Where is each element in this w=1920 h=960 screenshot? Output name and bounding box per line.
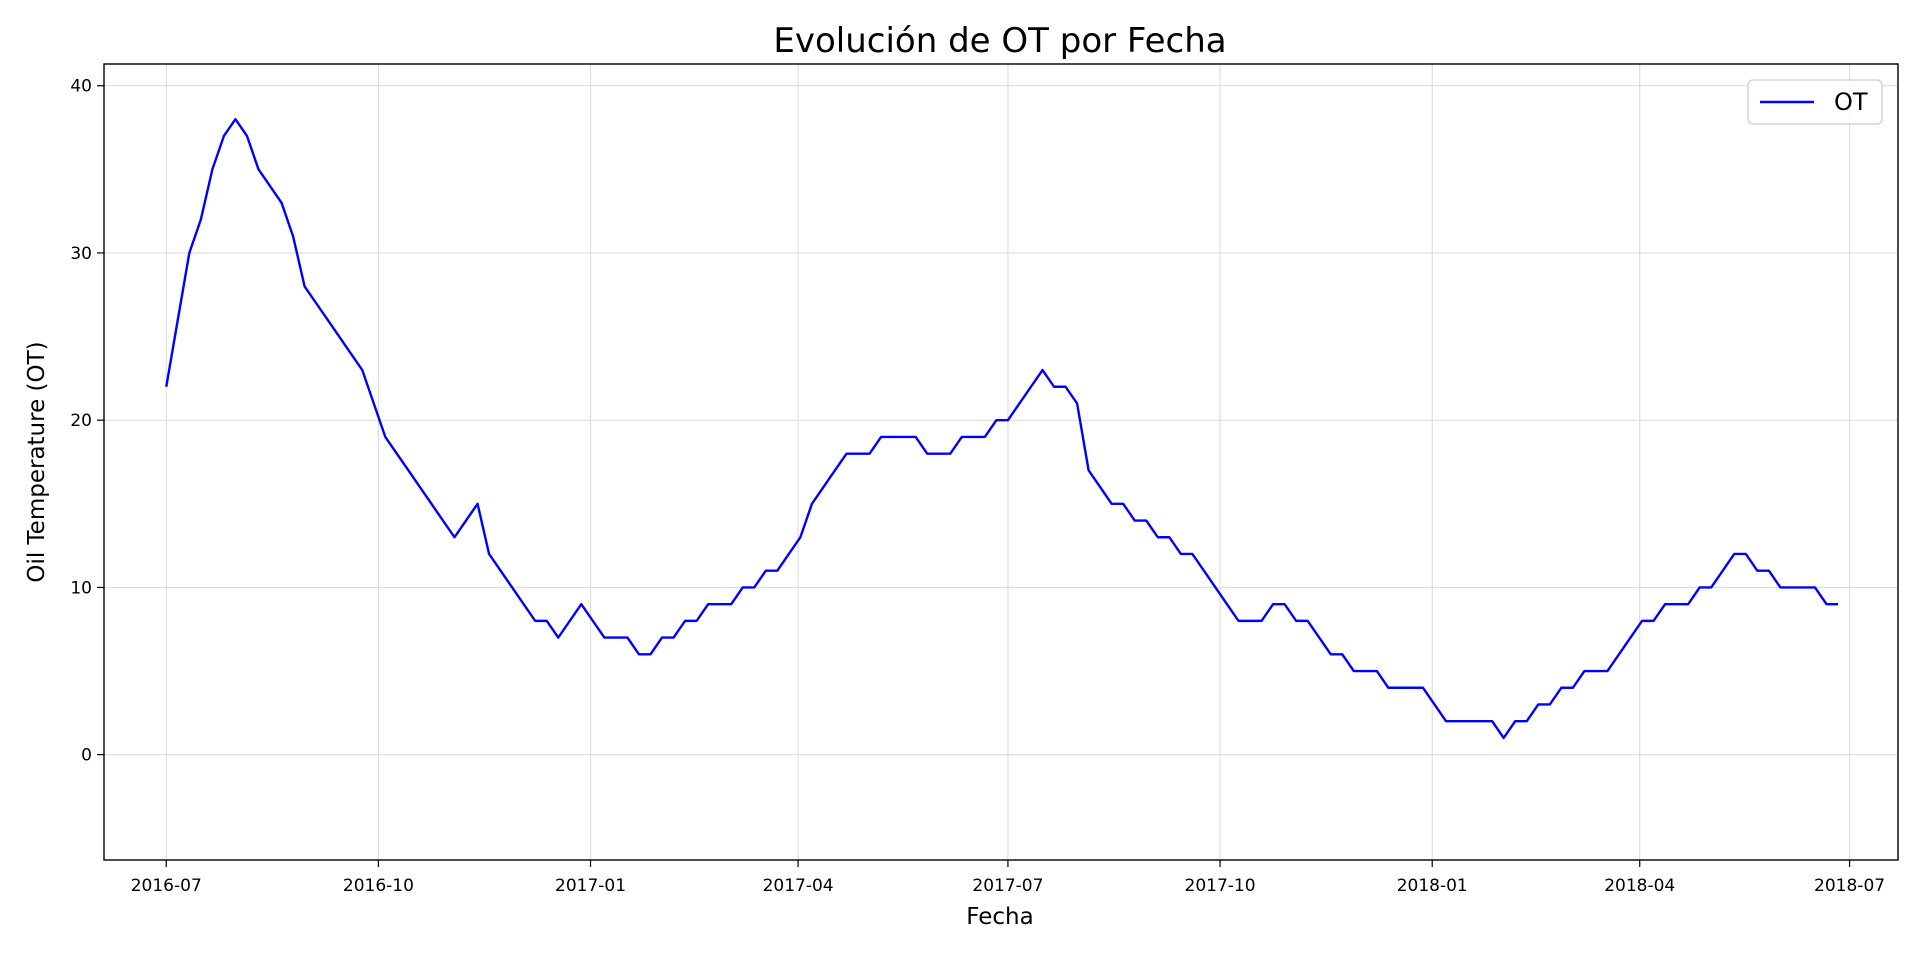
legend-box — [1747, 79, 1883, 125]
x-tick-label: 2017-04 — [763, 876, 834, 896]
x-tick-label: 2016-10 — [343, 876, 414, 896]
y-tick-label: 10 — [70, 578, 92, 598]
plot-frame — [103, 63, 1899, 861]
y-axis: 0 10 20 30 40 — [70, 77, 104, 766]
x-axis: 2016-07 2016-10 2017-01 2017-04 2017-07 2017-… — [131, 860, 1885, 896]
x-tick-label: 2017-01 — [555, 876, 626, 896]
x-tick-label: 2018-04 — [1604, 876, 1675, 896]
legend-label-ot: OT — [1834, 88, 1868, 116]
legend: OT — [1747, 79, 1883, 125]
y-tick-label: 0 — [81, 746, 92, 766]
y-tick-label: 40 — [70, 77, 92, 97]
y-axis-title: Oil Temperature (OT) — [24, 341, 50, 582]
grid — [104, 64, 1898, 860]
y-tick-label: 20 — [70, 411, 92, 431]
x-tick-label: 2018-07 — [1814, 876, 1885, 896]
x-tick-label: 2017-10 — [1185, 876, 1256, 896]
x-axis-title: Fecha — [966, 904, 1033, 930]
x-tick-label: 2016-07 — [131, 876, 202, 896]
series-line-ot — [165, 117, 1839, 740]
x-tick-label: 2018-01 — [1397, 876, 1468, 896]
x-tick-label: 2017-07 — [972, 876, 1043, 896]
chart-title: Evolución de OT por Fecha — [773, 21, 1226, 61]
y-tick-label: 30 — [70, 244, 92, 264]
series-layer — [165, 117, 1839, 740]
